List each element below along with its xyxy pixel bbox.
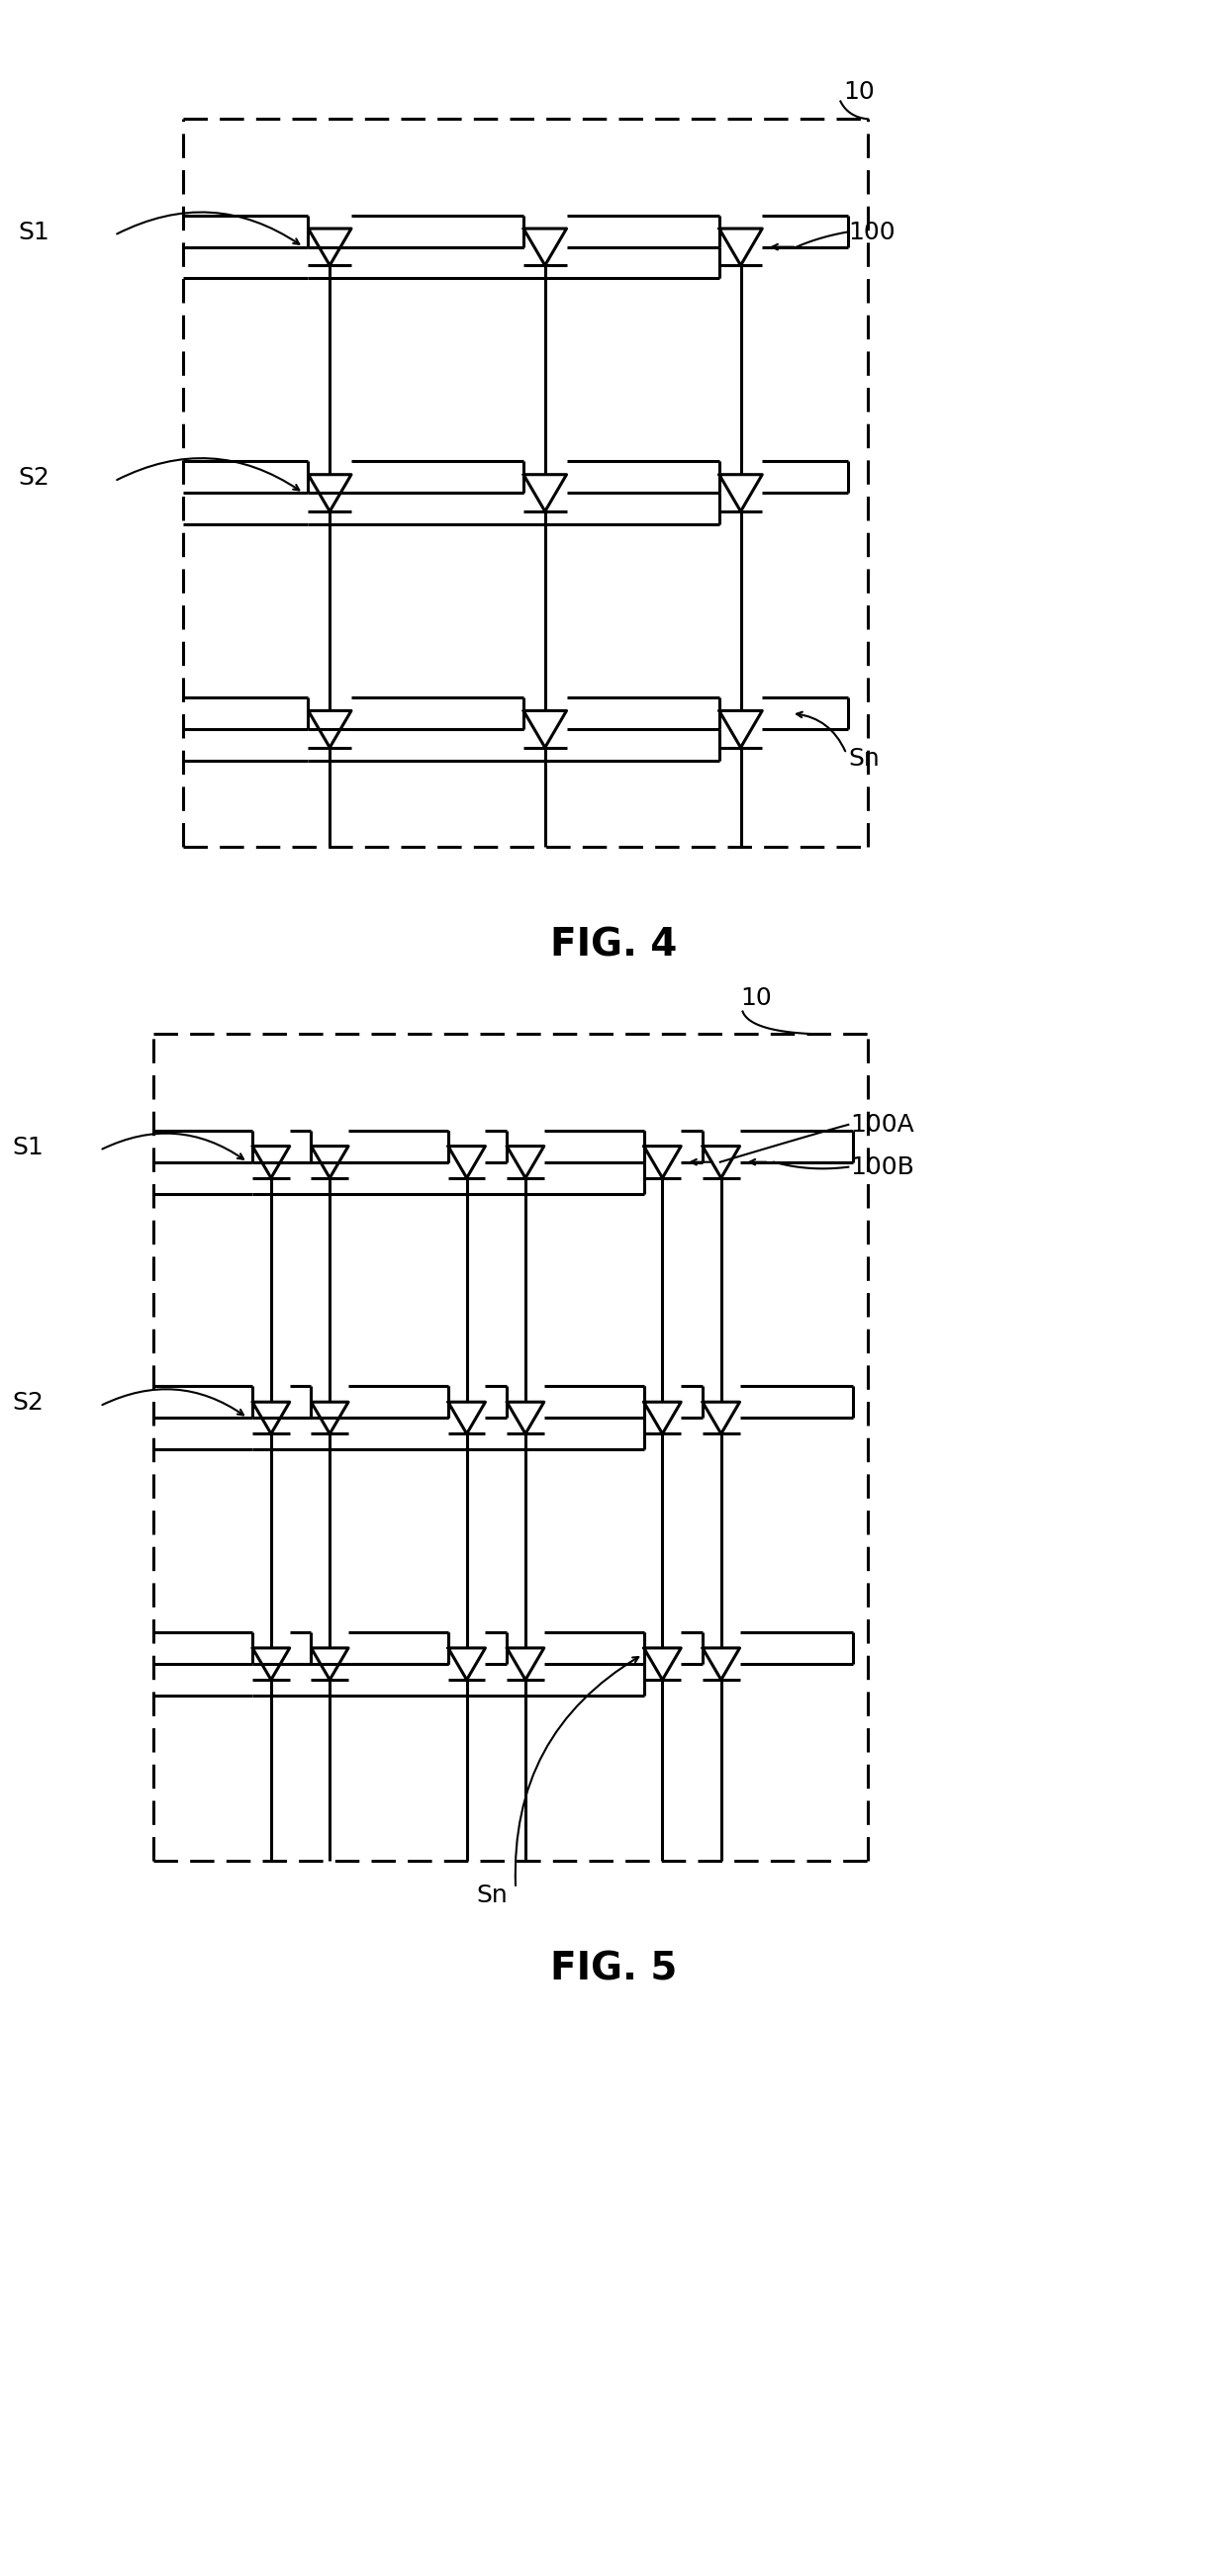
Text: S1: S1 (12, 1136, 43, 1159)
Text: 100B: 100B (850, 1154, 914, 1180)
Text: FIG. 5: FIG. 5 (550, 1950, 677, 1989)
Text: S1: S1 (18, 222, 50, 245)
Text: S2: S2 (18, 466, 50, 489)
Text: 10: 10 (843, 80, 875, 103)
Text: 100A: 100A (850, 1113, 914, 1136)
Text: FIG. 4: FIG. 4 (550, 927, 677, 963)
Text: S2: S2 (12, 1391, 43, 1414)
Text: 10: 10 (741, 987, 772, 1010)
Text: 100: 100 (848, 222, 896, 245)
Text: Sn: Sn (848, 747, 880, 770)
Text: Sn: Sn (476, 1883, 508, 1906)
